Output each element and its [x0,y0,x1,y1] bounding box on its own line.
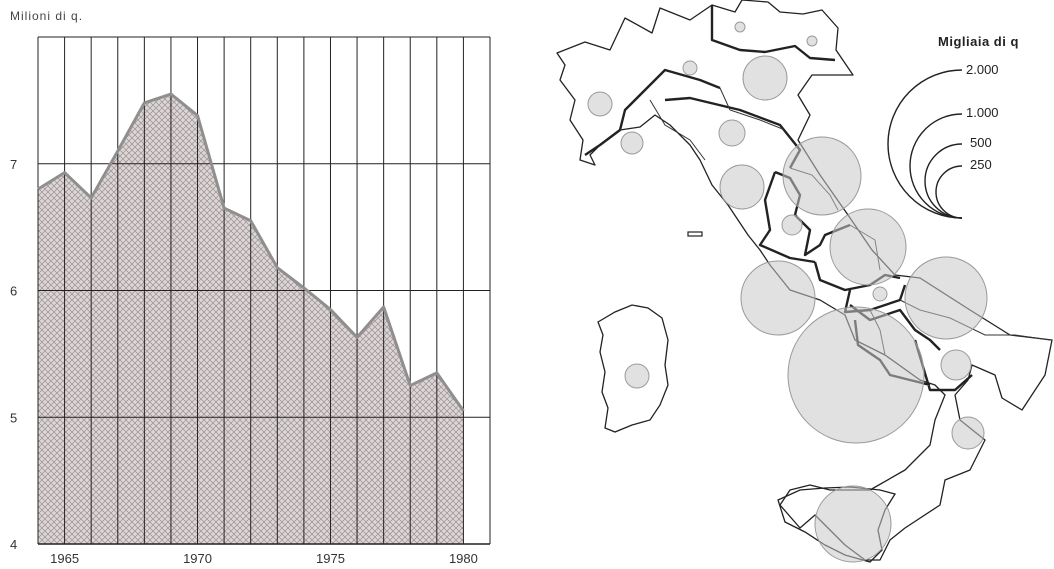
y-tick-label: 5 [10,410,17,425]
circle-region [872,286,888,302]
circle-region [951,416,985,450]
circle-region [829,208,907,286]
map-legend: Migliaia di q 2.000 1.000 500 250 [887,34,1019,219]
italy-map: Migliaia di q 2.000 1.000 500 250 [556,0,1053,563]
circle-region [940,349,972,381]
circle-region [740,260,816,336]
legend-value-250: 250 [970,157,992,172]
y-tick-label: 6 [10,284,17,299]
y-axis-unit-label: Milioni di q. [10,9,83,23]
sardinia-outline [597,304,669,433]
area-top-line [37,92,465,412]
legend-arc-1000 [909,113,963,219]
circle-region [620,131,644,155]
circle-region [782,136,862,216]
area-chart: Milioni di q. 4 5 6 7 1965 1970 1975 1980 [10,9,491,566]
x-tick-label: 1975 [316,551,345,566]
circle-region [624,363,650,389]
x-tick-label: 1965 [50,551,79,566]
circle-region [682,60,698,76]
circle-region [781,214,803,236]
y-tick-labels: 4 5 6 7 [10,157,17,552]
legend-arc-2000 [887,69,963,219]
production-circles [587,21,988,563]
legend-arc-250 [935,165,963,219]
legend-value-1000: 1.000 [966,105,999,120]
circle-region [904,256,988,340]
legend-arcs [887,69,963,219]
y-tick-label: 4 [10,537,17,552]
x-tick-label: 1970 [183,551,212,566]
elba-island [687,231,703,237]
circle-region [742,55,788,101]
circle-region [806,35,818,47]
legend-title: Migliaia di q [938,34,1019,49]
circle-region [587,91,613,117]
legend-value-500: 500 [970,135,992,150]
legend-arc-500 [924,143,963,219]
italy-mainland-outline [556,0,1053,561]
y-tick-label: 7 [10,157,17,172]
x-tick-label: 1980 [449,551,478,566]
circle-region [719,164,765,210]
circle-region [814,485,892,563]
circle-region [734,21,746,33]
horizontal-gridlines [38,36,490,545]
legend-value-2000: 2.000 [966,62,999,77]
circle-region [718,119,746,147]
circle-region [787,306,925,444]
x-tick-labels: 1965 1970 1975 1980 [50,551,478,566]
